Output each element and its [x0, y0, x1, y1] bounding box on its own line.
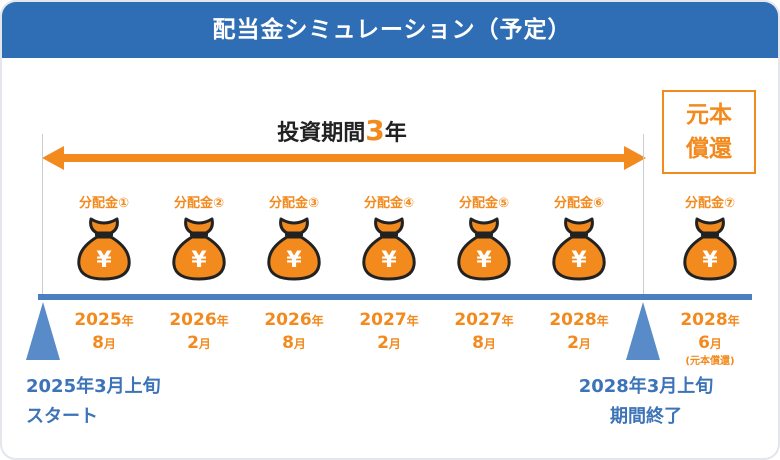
- payout-year: 2027: [359, 310, 407, 330]
- month-unit: 月: [578, 337, 591, 351]
- payout-year: 2026: [264, 310, 312, 330]
- year-unit: 年: [216, 314, 229, 328]
- money-bag-icon: ¥: [457, 217, 511, 281]
- year-unit: 年: [727, 314, 740, 328]
- start-marker-icon: [26, 302, 60, 360]
- end-divider: [643, 134, 644, 294]
- month-unit: 月: [709, 337, 722, 351]
- payout-year: 2027: [454, 310, 502, 330]
- money-bag-icon: ¥: [172, 217, 226, 281]
- period-unit: 年: [384, 121, 407, 146]
- repayment-line2: 償還: [686, 136, 732, 162]
- month-unit: 月: [388, 337, 401, 351]
- period-label: 投資期間: [277, 121, 366, 146]
- month-unit: 月: [103, 337, 116, 351]
- year-unit: 年: [596, 314, 609, 328]
- payout-month: 2: [567, 333, 579, 353]
- payout-date: 2027年 2月: [344, 309, 434, 355]
- yen-symbol: ¥: [96, 248, 112, 273]
- end-date: 2028年3月上旬: [578, 376, 714, 397]
- principal-repayment-box: 元本 償還: [662, 90, 756, 174]
- start-date: 2025年3月上旬: [26, 376, 161, 397]
- yen-symbol: ¥: [381, 248, 397, 273]
- money-bag-icon: ¥: [362, 217, 416, 281]
- end-text: 期間終了: [610, 406, 682, 427]
- yen-symbol: ¥: [286, 248, 302, 273]
- start-text: スタート: [26, 406, 98, 427]
- payout-label: 分配金②: [173, 196, 224, 211]
- repayment-line1: 元本: [686, 102, 732, 128]
- money-bag-icon: ¥: [267, 217, 321, 281]
- end-marker-icon: [626, 302, 660, 360]
- payout-month: 2: [187, 333, 199, 353]
- yen-symbol: ¥: [702, 248, 718, 273]
- payout-date: 2027年 8月: [439, 309, 529, 355]
- year-unit: 年: [406, 314, 419, 328]
- payout-date: 2028年 2月: [534, 309, 624, 355]
- payout-year: 2028: [549, 310, 597, 330]
- end-label: 2028年3月上旬 期間終了: [566, 372, 726, 432]
- year-unit: 年: [501, 314, 514, 328]
- yen-symbol: ¥: [476, 248, 492, 273]
- payout-label: 分配金①: [78, 196, 129, 211]
- payout-date: 2026年 8月: [249, 309, 339, 355]
- payout-label: 分配金⑦: [684, 196, 735, 211]
- month-unit: 月: [293, 337, 306, 351]
- payout-date: 2026年 2月: [154, 309, 244, 355]
- payout-label: 分配金③: [268, 196, 319, 211]
- start-divider: [42, 134, 43, 294]
- payout-month: 8: [282, 333, 294, 353]
- payout-label: 分配金⑥: [553, 196, 604, 211]
- yen-symbol: ¥: [571, 248, 587, 273]
- payout-note: (元本償還): [685, 356, 735, 367]
- period-years: 3: [365, 114, 385, 147]
- header-title: 配当金シミュレーション（予定）: [2, 2, 778, 58]
- payout-date: 2028年 6月 (元本償還): [665, 309, 755, 368]
- year-unit: 年: [121, 314, 134, 328]
- money-bag-icon: ¥: [683, 217, 737, 281]
- payout-year: 2028: [680, 310, 728, 330]
- yen-symbol: ¥: [191, 248, 207, 273]
- timeline-bar: [38, 294, 752, 300]
- payout-label: 分配金④: [363, 196, 414, 211]
- payout-month: 8: [92, 333, 104, 353]
- period-arrow: [42, 146, 646, 170]
- payout-month: 2: [377, 333, 389, 353]
- money-bag-icon: ¥: [552, 217, 606, 281]
- investment-period-title: 投資期間3年: [2, 114, 682, 147]
- month-unit: 月: [483, 337, 496, 351]
- money-bag-icon: ¥: [77, 217, 131, 281]
- payout-month: 6: [698, 333, 710, 353]
- payout-year: 2025: [74, 310, 122, 330]
- payout-month: 8: [472, 333, 484, 353]
- month-unit: 月: [198, 337, 211, 351]
- start-label: 2025年3月上旬 スタート: [26, 372, 161, 432]
- payout-label: 分配金⑤: [458, 196, 509, 211]
- year-unit: 年: [311, 314, 324, 328]
- payout-year: 2026: [169, 310, 217, 330]
- payout-date: 2025年 8月: [59, 309, 149, 355]
